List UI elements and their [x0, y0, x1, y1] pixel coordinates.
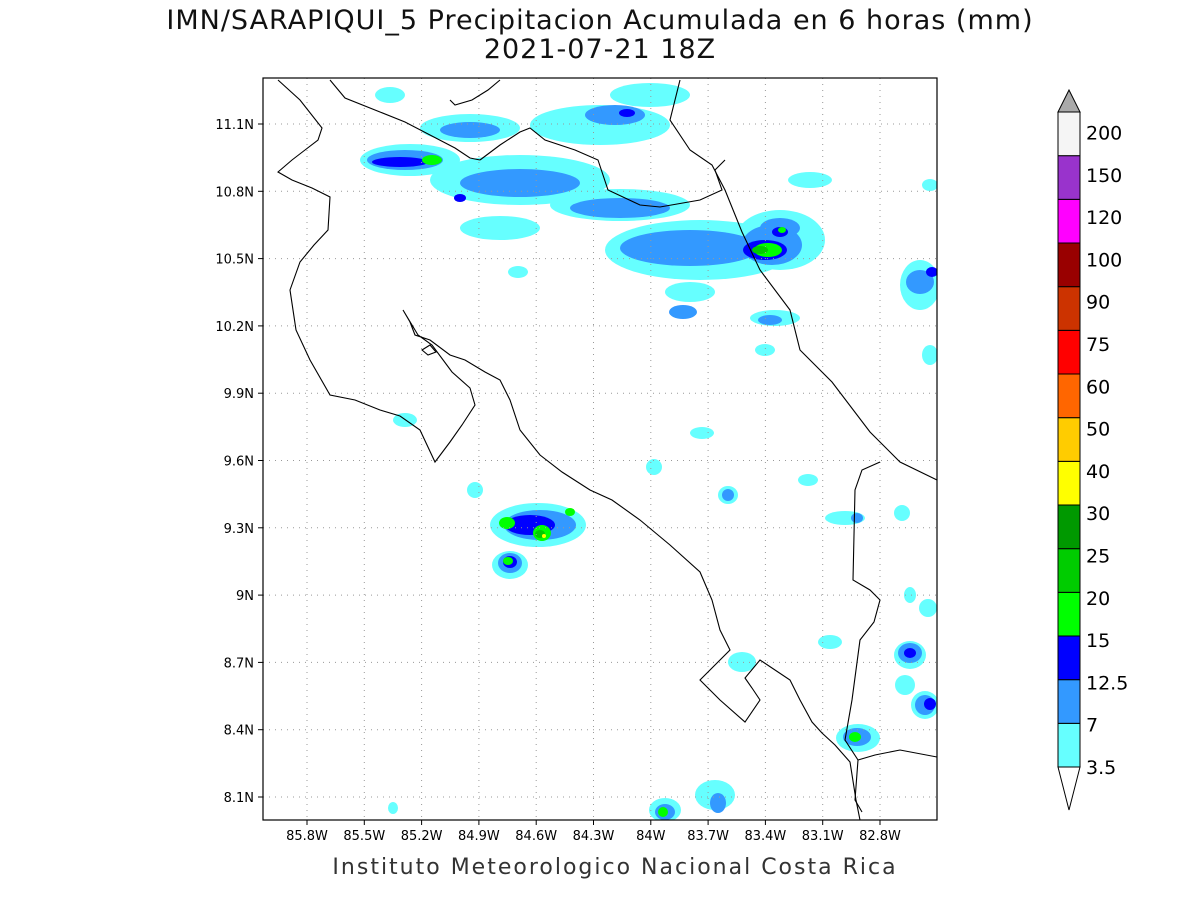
colorbar-label: 15: [1086, 630, 1110, 652]
colorbar-under-arrow: [1057, 766, 1081, 811]
colorbar-label: 7: [1086, 715, 1098, 737]
colorbar-segment: [1057, 286, 1081, 331]
colorbar: 3.5 7 12.5 15 20 25 30 40 50 60 75 90 100 120 150 200: [1057, 88, 1128, 811]
lon-tick-label: 84.9W: [458, 829, 500, 844]
colorbar-segment: [1057, 198, 1081, 244]
lon-tick-label: 85.8W: [286, 829, 328, 844]
colorbar-label: 200: [1086, 123, 1122, 145]
lat-tick-label: 9.6N: [224, 455, 254, 470]
lon-tick-label: 84.3W: [573, 829, 615, 844]
colorbar-segment: [1057, 460, 1081, 506]
colorbar-label: 3.5: [1086, 757, 1116, 779]
colorbar-segment: [1057, 111, 1081, 157]
map-title: IMN/SARAPIQUI_5 Precipitacion Acumulada …: [166, 5, 1034, 36]
map-datetime: 2021-07-21 18Z: [483, 34, 717, 65]
colorbar-label: 60: [1086, 376, 1110, 398]
graticule: [263, 78, 937, 820]
colorbar-segment: [1057, 548, 1081, 593]
colorbar-segment: [1057, 373, 1081, 419]
colorbar-label: 100: [1086, 249, 1122, 271]
colorbar-label: 25: [1086, 546, 1110, 568]
lat-tick-label: 10.5N: [215, 253, 254, 268]
lat-tick-label: 9.3N: [224, 522, 254, 537]
lon-tick-label: 82.8W: [859, 829, 901, 844]
lat-tick-label: 10.8N: [215, 185, 254, 200]
colorbar-label: 150: [1086, 165, 1122, 187]
lon-tick-label: 84W: [636, 829, 666, 844]
lon-tick-label: 83.1W: [802, 829, 844, 844]
colorbar-segment: [1057, 417, 1081, 462]
plot-frame: [262, 77, 938, 821]
colorbar-segment: [1057, 591, 1081, 637]
colorbar-label: 90: [1086, 292, 1110, 314]
lat-tick-label: 8.1N: [224, 791, 254, 806]
footer-credit: Instituto Meteorologico Nacional Costa R…: [332, 855, 898, 880]
lat-tick-label: 10.2N: [215, 320, 254, 335]
colorbar-segment: [1057, 635, 1081, 681]
colorbar-label: 120: [1086, 207, 1122, 229]
colorbar-label: 75: [1086, 334, 1110, 356]
lon-tick-label: 85.5W: [343, 829, 385, 844]
colorbar-label: 30: [1086, 503, 1110, 525]
lat-tick-label: 9N: [236, 589, 254, 604]
lon-tick-label: 83.4W: [744, 829, 786, 844]
lat-tick-label: 8.7N: [224, 656, 254, 671]
colorbar-label: 20: [1086, 588, 1110, 610]
lon-tick-label: 85.2W: [401, 829, 443, 844]
coastlines: [277, 79, 937, 820]
colorbar-segment: [1057, 504, 1081, 550]
colorbar-segment: [1057, 155, 1081, 200]
lat-tick-label: 9.9N: [224, 387, 254, 402]
colorbar-label: 12.5: [1086, 672, 1128, 694]
colorbar-segment: [1057, 722, 1081, 768]
precip-field: [360, 83, 937, 820]
lat-tick-label: 11.1N: [215, 118, 254, 133]
colorbar-segment: [1057, 329, 1081, 375]
lon-tick-label: 84.6W: [515, 829, 557, 844]
colorbar-label: 40: [1086, 461, 1110, 483]
colorbar-label: 50: [1086, 419, 1110, 441]
lat-tick-label: 8.4N: [224, 724, 254, 739]
colorbar-segment: [1057, 679, 1081, 724]
lon-tick-label: 83.7W: [687, 829, 729, 844]
colorbar-segment: [1057, 242, 1081, 288]
colorbar-over-arrow: [1057, 88, 1081, 113]
